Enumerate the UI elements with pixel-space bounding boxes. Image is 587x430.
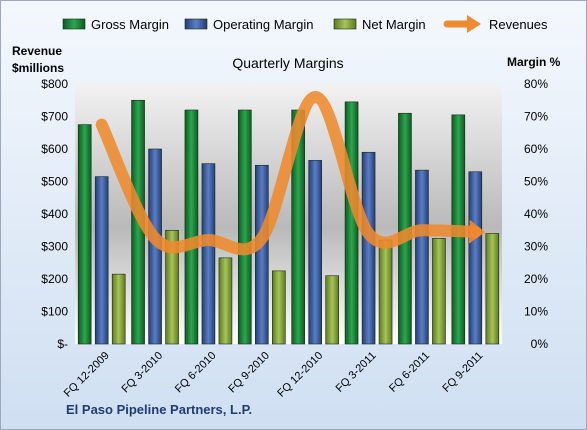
left-tick-label: $600	[41, 142, 68, 156]
bar-net-margin	[272, 270, 286, 345]
revenue-line-arrowhead	[468, 219, 486, 244]
right-tick-label: 20%	[524, 272, 548, 286]
legend: Gross Margin Operating Margin Net Margin Re…	[62, 15, 548, 33]
bar-operating-margin	[255, 164, 269, 345]
bar-net-margin	[432, 238, 446, 345]
legend-swatch-operating-margin	[184, 18, 208, 30]
legend-label-gross-margin: Gross Margin	[91, 17, 169, 32]
bar-operating-margin	[201, 163, 216, 345]
bar-gross-margin	[77, 124, 92, 345]
legend-label-operating-margin: Operating Margin	[213, 17, 313, 32]
bar-net-margin	[165, 229, 179, 345]
bar-net-margin	[378, 239, 393, 345]
right-tick-label: 80%	[524, 77, 548, 91]
revenue-line	[95, 91, 486, 256]
right-tick-label: 40%	[524, 207, 548, 221]
right-axis: 0% 10% 20% 30% 40% 50% 60% 70% 80%	[524, 77, 548, 351]
bar-gross-margin	[344, 101, 359, 345]
legend-label-revenues: Revenues	[489, 17, 548, 32]
bar-net-margin	[111, 273, 126, 345]
right-tick-label: 50%	[524, 175, 548, 189]
left-tick-label: $800	[41, 77, 68, 91]
bar-net-margin	[485, 233, 500, 345]
right-tick-label: 30%	[524, 240, 548, 254]
legend-swatch-revenues-arrow	[467, 15, 481, 33]
bar-net-margin	[218, 257, 233, 345]
left-tick-label: $100	[41, 305, 68, 319]
left-tick-label: $-	[57, 337, 68, 351]
bar-operating-margin	[94, 176, 109, 345]
right-axis-title: Margin %	[507, 55, 561, 69]
left-tick-label: $400	[41, 207, 68, 221]
right-tick-label: 70%	[524, 110, 548, 124]
bar-gross-margin	[184, 109, 199, 345]
chart-title: Quarterly Margins	[232, 55, 343, 71]
bar-net-margin	[325, 275, 339, 345]
right-tick-label: 0%	[531, 337, 549, 351]
left-axis: $- $100 $200 $300 $400 $500 $600 $700 $800	[41, 77, 68, 351]
bar-operating-margin	[361, 151, 376, 345]
bar-gross-margin	[238, 109, 252, 345]
left-tick-label: $200	[41, 272, 68, 286]
legend-swatch-net-margin	[333, 18, 357, 30]
left-axis-title-line2: $millions	[12, 61, 64, 75]
bar-operating-margin	[308, 160, 322, 345]
left-axis-title-line1: Revenue	[12, 44, 62, 58]
legend-swatch-gross-margin	[62, 18, 86, 30]
left-tick-label: $300	[41, 240, 68, 254]
revenue-line-path	[95, 91, 482, 256]
legend-label-net-margin: Net Margin	[362, 17, 426, 32]
right-tick-label: 60%	[524, 142, 548, 156]
right-tick-label: 10%	[524, 305, 548, 319]
bar-series	[77, 99, 500, 345]
company-name: El Paso Pipeline Partners, L.P.	[66, 402, 252, 417]
left-tick-label: $500	[41, 175, 68, 189]
bar-operating-margin	[415, 169, 429, 345]
bar-operating-margin	[468, 171, 483, 345]
left-tick-label: $700	[41, 110, 68, 124]
